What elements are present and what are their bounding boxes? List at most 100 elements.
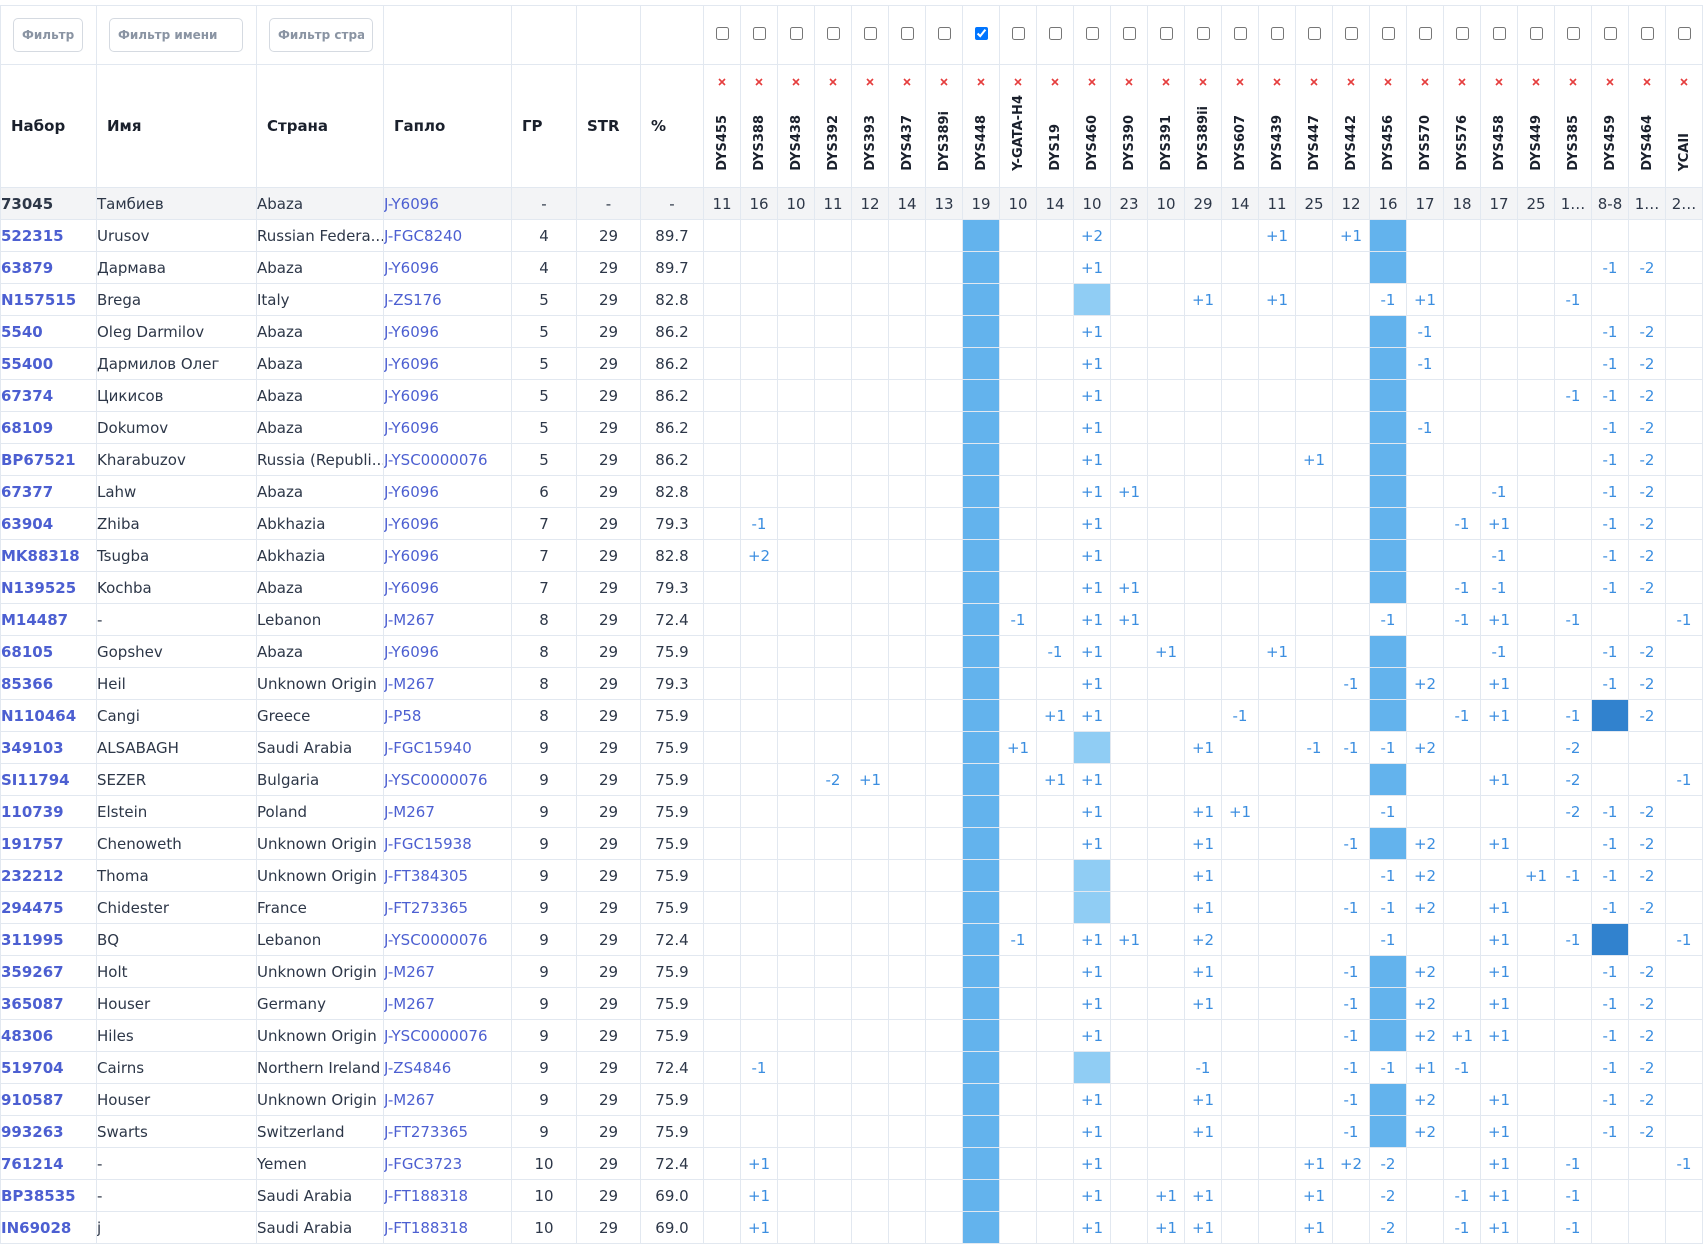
haplo-link[interactable]: J-Y6096 [384, 418, 439, 437]
haplo-link[interactable]: J-FT384305 [384, 866, 469, 885]
haplo-link[interactable]: J-ZS176 [384, 290, 442, 309]
remove-marker[interactable] [1272, 77, 1282, 87]
remove-marker[interactable] [976, 77, 986, 87]
set-link[interactable]: 48306 [1, 1026, 54, 1045]
haplo-link[interactable]: J-P58 [384, 706, 422, 725]
haplo-link[interactable]: J-FT188318 [384, 1218, 469, 1237]
marker-checkbox[interactable] [1529, 27, 1543, 40]
set-link[interactable]: N157515 [1, 290, 77, 309]
marker-checkbox[interactable] [937, 27, 951, 40]
filter-input[interactable] [109, 18, 243, 52]
haplo-link[interactable]: J-FT273365 [384, 898, 469, 917]
remove-marker[interactable] [902, 77, 912, 87]
haplo-link[interactable]: J-YSC0000076 [384, 770, 488, 789]
marker-checkbox[interactable] [1159, 27, 1173, 40]
remove-marker[interactable] [865, 77, 875, 87]
remove-marker[interactable] [791, 77, 801, 87]
haplo-link[interactable]: J-M267 [384, 802, 435, 821]
set-link[interactable]: 349103 [1, 738, 64, 757]
marker-checkbox[interactable] [1381, 27, 1395, 40]
set-link[interactable]: BP38535 [1, 1186, 76, 1205]
remove-marker[interactable] [1235, 77, 1245, 87]
filter-input[interactable] [13, 18, 83, 52]
marker-checkbox[interactable] [789, 27, 803, 40]
set-link[interactable]: 191757 [1, 834, 64, 853]
haplo-link[interactable]: J-M267 [384, 674, 435, 693]
haplo-link[interactable]: J-Y6096 [384, 546, 439, 565]
set-link[interactable]: IN69028 [1, 1218, 72, 1237]
remove-marker[interactable] [939, 77, 949, 87]
set-link[interactable]: 910587 [1, 1090, 64, 1109]
marker-checkbox[interactable] [1603, 27, 1617, 40]
marker-checkbox[interactable] [1048, 27, 1062, 40]
set-link[interactable]: 67374 [1, 386, 54, 405]
haplo-link[interactable]: J-FGC15938 [384, 834, 472, 853]
marker-checkbox[interactable] [1196, 27, 1210, 40]
remove-marker[interactable] [1013, 77, 1023, 87]
marker-checkbox[interactable] [1307, 27, 1321, 40]
haplo-link[interactable]: J-Y6096 [384, 514, 439, 533]
haplo-link[interactable]: J-FGC8240 [384, 226, 463, 245]
marker-checkbox[interactable] [1085, 27, 1099, 40]
remove-marker[interactable] [1457, 77, 1467, 87]
marker-checkbox[interactable] [900, 27, 914, 40]
set-link[interactable]: M14487 [1, 610, 69, 629]
haplo-link[interactable]: J-Y6096 [384, 642, 439, 661]
haplo-link[interactable]: J-Y6096 [384, 386, 439, 405]
remove-marker[interactable] [1605, 77, 1615, 87]
marker-checkbox[interactable] [752, 27, 766, 40]
remove-marker[interactable] [754, 77, 764, 87]
haplo-link[interactable]: J-M267 [384, 1090, 435, 1109]
haplo-link[interactable]: J-Y6096 [384, 354, 439, 373]
set-link[interactable]: 359267 [1, 962, 64, 981]
marker-checkbox[interactable] [826, 27, 840, 40]
set-link[interactable]: 311995 [1, 930, 64, 949]
haplo-link[interactable]: J-ZS4846 [384, 1058, 452, 1077]
haplo-link[interactable]: J-M267 [384, 610, 435, 629]
haplo-link[interactable]: J-YSC0000076 [384, 930, 488, 949]
marker-checkbox[interactable] [1418, 27, 1432, 40]
haplo-link[interactable]: J-Y6096 [384, 482, 439, 501]
remove-marker[interactable] [1087, 77, 1097, 87]
marker-checkbox[interactable] [1011, 27, 1025, 40]
marker-checkbox[interactable] [1677, 27, 1691, 40]
haplo-link[interactable]: J-Y6096 [384, 322, 439, 341]
set-link[interactable]: 522315 [1, 226, 64, 245]
marker-checkbox[interactable] [1455, 27, 1469, 40]
set-link[interactable]: 63904 [1, 514, 54, 533]
marker-checkbox[interactable] [1122, 27, 1136, 40]
set-link[interactable]: 68105 [1, 642, 54, 661]
haplo-link[interactable]: J-FGC3723 [384, 1154, 463, 1173]
remove-marker[interactable] [1420, 77, 1430, 87]
remove-marker[interactable] [1531, 77, 1541, 87]
set-link[interactable]: MK88318 [1, 546, 80, 565]
marker-checkbox[interactable] [1492, 27, 1506, 40]
haplo-link[interactable]: J-M267 [384, 962, 435, 981]
haplo-link[interactable]: J-FGC15940 [384, 738, 472, 757]
haplo-link[interactable]: J-FT188318 [384, 1186, 469, 1205]
set-link[interactable]: SI11794 [1, 770, 70, 789]
set-link[interactable]: 55400 [1, 354, 54, 373]
set-link[interactable]: 993263 [1, 1122, 64, 1141]
filter-input[interactable] [269, 18, 373, 52]
haplo-link[interactable]: J-YSC0000076 [384, 1026, 488, 1045]
set-link[interactable]: N139525 [1, 578, 77, 597]
haplo-link[interactable]: J-Y6096 [384, 194, 439, 213]
remove-marker[interactable] [828, 77, 838, 87]
remove-marker[interactable] [1161, 77, 1171, 87]
haplo-link[interactable]: J-YSC0000076 [384, 450, 488, 469]
remove-marker[interactable] [1346, 77, 1356, 87]
remove-marker[interactable] [1568, 77, 1578, 87]
remove-marker[interactable] [1309, 77, 1319, 87]
remove-marker[interactable] [1679, 77, 1689, 87]
marker-checkbox[interactable] [1566, 27, 1580, 40]
set-link[interactable]: 294475 [1, 898, 64, 917]
set-link[interactable]: 5540 [1, 322, 43, 341]
set-link[interactable]: 365087 [1, 994, 64, 1013]
remove-marker[interactable] [1124, 77, 1134, 87]
marker-checkbox[interactable] [1233, 27, 1247, 40]
haplo-link[interactable]: J-Y6096 [384, 578, 439, 597]
remove-marker[interactable] [1198, 77, 1208, 87]
set-link[interactable]: 67377 [1, 482, 54, 501]
remove-marker[interactable] [717, 77, 727, 87]
